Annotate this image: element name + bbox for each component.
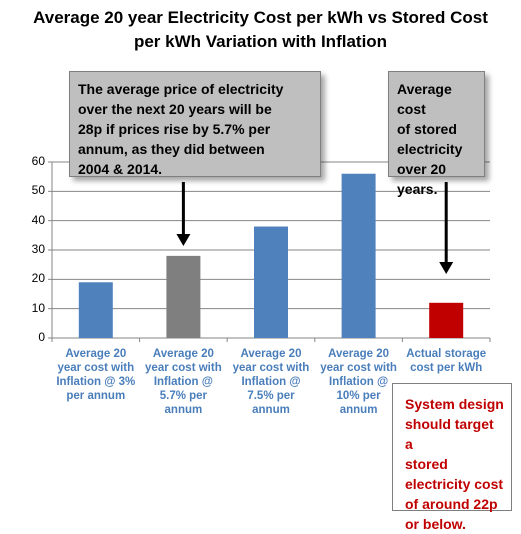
- note-line: System design: [405, 396, 504, 412]
- category-label: Actual storage cost per kWh: [403, 347, 489, 375]
- bar: [341, 173, 376, 338]
- category-label-line: Inflation @: [329, 376, 389, 388]
- stored-callout-arrow-head: [439, 262, 454, 274]
- stored-callout-line: electricity: [397, 141, 463, 157]
- y-tick-label: 60: [31, 154, 45, 168]
- note-line: of around 22p: [405, 496, 498, 512]
- chart-title-line-2: per kWh Variation with Inflation: [133, 32, 388, 51]
- category-label-line: cost per kWh: [410, 362, 483, 374]
- bar: [254, 226, 288, 338]
- stored-callout-line: Average cost: [397, 81, 452, 117]
- category-label-line: 5.7% per: [159, 390, 208, 402]
- category-label-line: annum: [252, 404, 290, 416]
- note-line: stored: [405, 456, 448, 472]
- bar: [429, 302, 464, 338]
- y-tick-label: 0: [38, 330, 45, 344]
- stored-cost-callout-box: Average cost of stored electricity over …: [388, 71, 485, 197]
- price-callout-line: 2004 & 2014.: [78, 161, 163, 177]
- category-label-line: per annum: [66, 390, 126, 402]
- price-callout-arrow-head: [176, 234, 191, 246]
- category-label: Average 20 year cost with Inflation @ 10% p…: [316, 347, 402, 417]
- category-label-line: Average 20: [328, 348, 390, 360]
- category-label-line: Average 20: [65, 348, 127, 360]
- category-label-line: Actual storage: [406, 348, 487, 360]
- bar: [78, 282, 113, 338]
- bar: [166, 255, 201, 338]
- category-label: Average 20 year cost with Inflation @ 7.5% …: [228, 347, 314, 417]
- category-label-line: 10% per: [336, 390, 381, 402]
- y-tick-label: 40: [31, 212, 45, 227]
- category-label-line: Average 20: [152, 348, 214, 360]
- price-callout-line: The average price of electricity: [78, 81, 284, 97]
- note-line: should target a: [405, 416, 494, 452]
- y-tick-label: 30: [31, 242, 45, 256]
- y-tick-label: 20: [31, 271, 45, 286]
- design-target-note: System design should target a stored ele…: [392, 383, 512, 532]
- category-label-line: annum: [164, 404, 203, 416]
- category-label-line: Inflation @ 3%: [56, 376, 136, 388]
- stored-callout-line: over 20: [397, 161, 447, 177]
- price-callout-box: The average price of electricity over th…: [69, 71, 321, 177]
- stored-callout-line: of stored: [397, 121, 457, 137]
- category-label-line: year cost with: [232, 362, 310, 374]
- category-label-line: year cost with: [145, 362, 222, 374]
- category-label-line: Average 20: [240, 348, 302, 360]
- y-tick-label: 50: [31, 183, 45, 198]
- note-line: or below.: [405, 516, 466, 532]
- category-label-line: year cost with: [57, 362, 135, 374]
- category-label-line: Inflation @: [241, 376, 301, 388]
- category-label-line: Inflation @: [153, 376, 213, 388]
- chart-title: Average 20 year Electricity Cost per kWh…: [0, 6, 521, 54]
- note-line: electricity cost: [405, 476, 504, 492]
- price-callout-line: annum, as they did between: [78, 141, 265, 157]
- stored-callout-line: years.: [397, 181, 438, 197]
- chart-title-line-1: Average 20 year Electricity Cost per kWh…: [33, 8, 488, 27]
- category-label-line: 7.5% per: [247, 390, 295, 402]
- bar-chart: [48, 161, 491, 342]
- price-callout-line: 28p if prices rise by 5.7% per: [78, 121, 271, 137]
- category-label-line: annum: [339, 404, 378, 416]
- category-label-line: year cost with: [320, 362, 397, 374]
- y-tick-label: 10: [31, 300, 45, 315]
- category-label: Average 20 year cost with Inflation @ 3% pe…: [53, 347, 139, 403]
- category-label: Average 20 year cost with Inflation @ 5.7% …: [140, 347, 226, 417]
- price-callout-line: over the next 20 years will be: [78, 101, 272, 117]
